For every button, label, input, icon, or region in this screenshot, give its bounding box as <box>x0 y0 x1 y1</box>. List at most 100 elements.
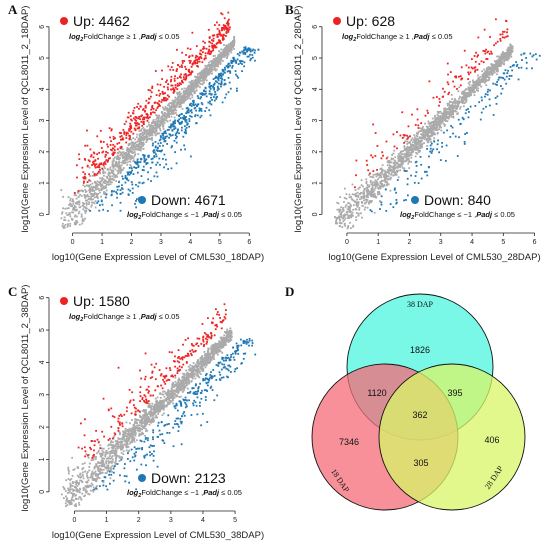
scatter-point-ns <box>128 151 131 153</box>
scatter-point-down <box>405 199 407 201</box>
scatter-point-ns <box>463 94 465 96</box>
scatter-point-ns <box>202 69 205 71</box>
scatter-point-down <box>239 62 242 64</box>
scatter-point-ns <box>181 97 183 99</box>
scatter-point-down <box>203 90 205 92</box>
scatter-point-down <box>207 101 210 104</box>
scatter-point-up <box>181 59 184 62</box>
scatter-point-ns <box>216 58 218 61</box>
scatter-point-ns <box>227 46 230 48</box>
scatter-point-ns <box>155 114 158 116</box>
scatter-point-ns <box>350 216 353 219</box>
scatter-point-up <box>209 52 212 55</box>
down-condition-rest: ≤ 0.05 <box>219 210 242 219</box>
scatter-point-up <box>107 157 110 160</box>
scatter-point-ns <box>502 51 505 54</box>
scatter-point-up <box>183 78 185 81</box>
scatter-point-ns <box>179 95 182 98</box>
scatter-point-ns <box>225 51 228 54</box>
scatter-point-up <box>175 70 178 73</box>
scatter-point-ns <box>201 83 204 86</box>
scatter-point-ns <box>75 220 78 222</box>
scatter-point-ns <box>396 171 399 173</box>
scatter-point-ns <box>117 161 120 164</box>
scatter-point-down <box>220 72 223 75</box>
scatter-point-ns <box>103 174 105 177</box>
scatter-point-up <box>92 151 95 154</box>
scatter-point-up <box>82 181 85 184</box>
scatter-point-up <box>227 23 230 26</box>
scatter-point-down <box>415 165 418 167</box>
scatter-point-down <box>226 65 229 68</box>
scatter-point-up <box>499 38 502 40</box>
scatter-point-ns <box>214 68 216 71</box>
scatter-point-down <box>178 118 181 121</box>
scatter-point-ns <box>377 178 380 181</box>
scatter-point-ns <box>232 41 235 43</box>
scatter-point-ns <box>459 107 461 110</box>
scatter-point-ns <box>160 117 162 120</box>
scatter-point-up <box>211 39 213 42</box>
scatter-point-ns <box>204 68 206 71</box>
scatter-point-up <box>119 146 122 149</box>
scatter-point-ns <box>453 105 455 108</box>
scatter-point-ns <box>104 182 106 185</box>
scatter-point-ns <box>118 438 121 440</box>
scatter-point-ns <box>486 67 489 69</box>
scatter-point-ns <box>121 457 124 459</box>
scatter-point-ns <box>379 172 382 175</box>
scatter-point-ns <box>133 143 136 146</box>
scatter-point-ns <box>92 198 94 201</box>
scatter-point-ns <box>103 193 106 196</box>
scatter-point-ns <box>493 66 495 69</box>
scatter-point-ns <box>147 121 150 124</box>
scatter-point-ns <box>130 165 133 168</box>
scatter-point-down <box>502 77 505 79</box>
scatter-point-down <box>486 93 489 96</box>
scatter-point-down <box>209 92 212 95</box>
scatter-point-ns <box>74 214 77 217</box>
scatter-point-ns <box>183 97 185 100</box>
scatter-point-ns <box>123 162 125 165</box>
scatter-point-up <box>105 150 107 153</box>
scatter-point-ns <box>403 167 406 170</box>
scatter-point-up <box>108 127 111 130</box>
scatter-point-up <box>212 47 215 50</box>
scatter-point-ns <box>501 52 504 55</box>
scatter-point-ns <box>429 121 432 124</box>
scatter-point-ns <box>488 74 491 76</box>
scatter-point-ns <box>129 164 132 166</box>
scatter-point-up <box>140 115 142 118</box>
scatter-point-ns <box>386 161 389 163</box>
scatter-point-up <box>218 41 221 44</box>
scatter-point-ns <box>464 97 467 100</box>
scatter-point-ns <box>486 79 489 82</box>
scatter-point-up <box>132 112 135 115</box>
scatter-point-down <box>496 81 498 83</box>
scatter-point-ns <box>343 187 346 190</box>
scatter-point-up <box>162 93 165 95</box>
scatter-point-ns <box>336 222 338 225</box>
scatter-point-ns <box>381 164 384 167</box>
scatter-point-ns <box>446 120 449 123</box>
scatter-point-ns <box>403 155 406 158</box>
scatter-point-ns <box>427 128 430 130</box>
scatter-point-up <box>460 78 463 81</box>
down-condition-rest: ≤ 0.05 <box>492 210 515 219</box>
scatter-point-up <box>93 152 96 155</box>
scatter-point-down <box>162 134 164 137</box>
scatter-point-ns <box>172 101 175 104</box>
scatter-point-ns <box>458 86 461 89</box>
scatter-point-ns <box>152 122 155 124</box>
scatter-point-ns <box>182 101 184 104</box>
scatter-point-ns <box>139 148 142 151</box>
scatter-point-up <box>409 135 411 138</box>
scatter-point-ns <box>406 148 408 150</box>
scatter-point-ns <box>410 156 413 159</box>
scatter-point-ns <box>178 96 181 99</box>
scatter-point-ns <box>105 180 108 183</box>
scatter-point-ns <box>130 138 133 141</box>
scatter-point-ns <box>366 192 369 195</box>
scatter-point-ns <box>363 199 365 202</box>
scatter-point-ns <box>175 114 178 117</box>
